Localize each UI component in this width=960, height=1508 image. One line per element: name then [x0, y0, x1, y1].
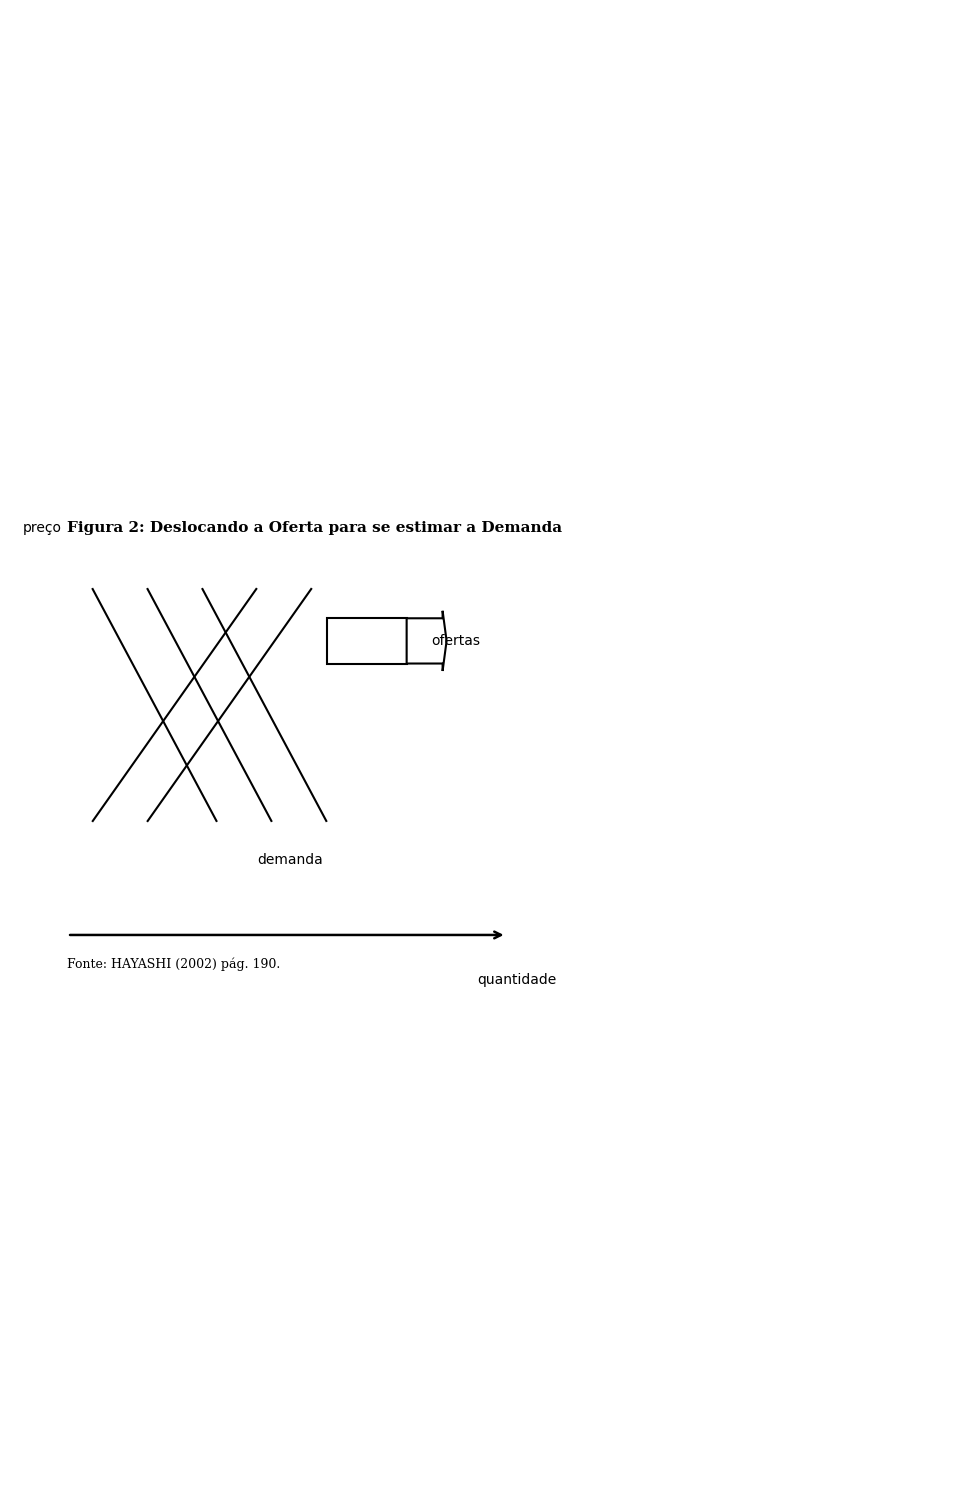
Text: ofertas: ofertas	[432, 633, 481, 648]
Text: Figura 2: Deslocando a Oferta para se estimar a Demanda: Figura 2: Deslocando a Oferta para se es…	[67, 522, 563, 535]
Bar	[326, 618, 407, 664]
Text: demanda: demanda	[257, 852, 323, 867]
Text: Fonte: HAYASHI (2002) pág. 190.: Fonte: HAYASHI (2002) pág. 190.	[67, 958, 280, 971]
Text: preço: preço	[23, 522, 62, 535]
Text: quantidade: quantidade	[477, 973, 556, 986]
Polygon shape	[407, 611, 446, 671]
